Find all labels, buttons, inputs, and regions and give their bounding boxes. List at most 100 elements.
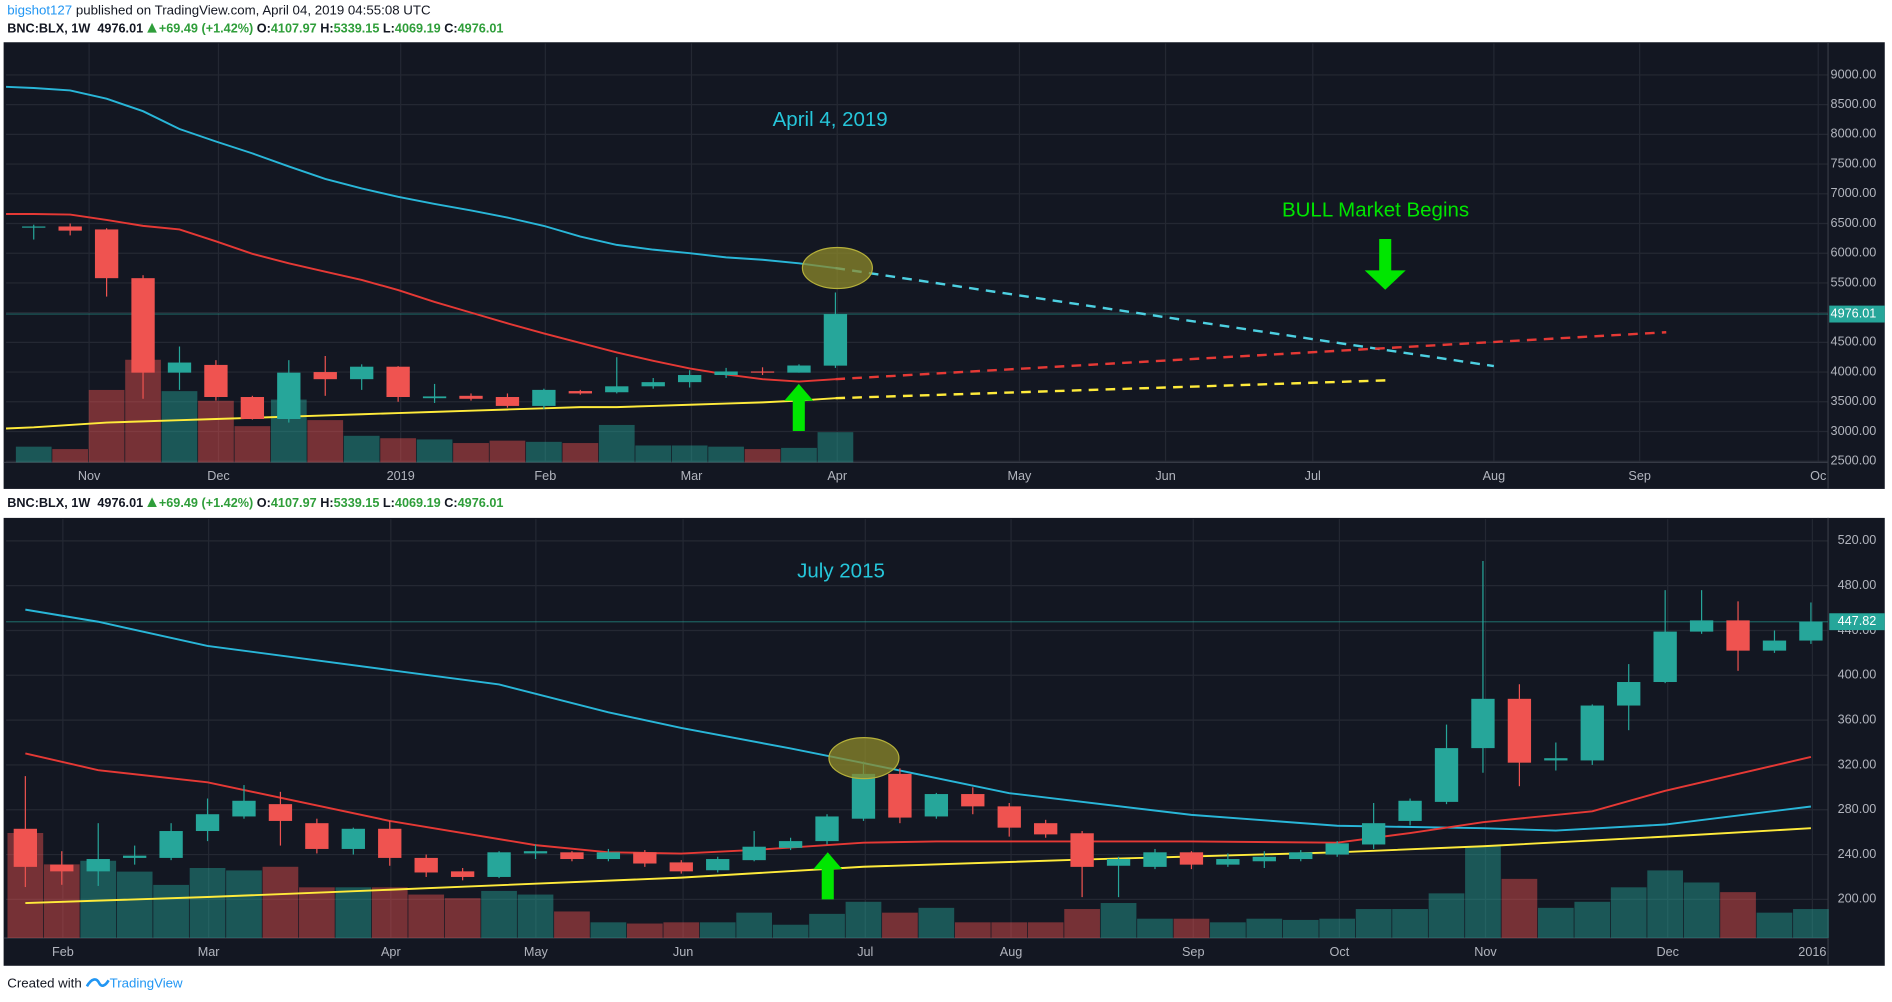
candle-body xyxy=(232,800,256,817)
candle-body xyxy=(888,773,912,818)
author[interactable]: bigshot127 xyxy=(7,3,73,19)
candle-body xyxy=(1143,852,1167,867)
x-tick-label: Jun xyxy=(673,945,693,959)
x-tick-label: Feb xyxy=(52,945,74,959)
volume-bar xyxy=(1173,918,1210,939)
projection-line xyxy=(835,266,1495,368)
close: 4976.01 xyxy=(457,21,504,37)
close-label: C: xyxy=(444,496,458,511)
up-icon xyxy=(146,497,157,508)
x-tick-label: Nov xyxy=(1474,945,1497,959)
candle-body xyxy=(1398,800,1422,821)
candle-body xyxy=(240,397,265,419)
candle-body xyxy=(1325,843,1349,855)
symbol: BNC:BLX, 1W xyxy=(7,21,91,37)
volume-bar xyxy=(453,443,489,463)
volume-bar xyxy=(153,884,189,939)
candle-body xyxy=(778,841,803,848)
volume-bar xyxy=(526,441,562,463)
volume-bar xyxy=(1319,918,1356,939)
candle-body xyxy=(742,846,766,861)
candle-body xyxy=(1580,705,1604,761)
x-tick-label: Apr xyxy=(381,945,401,959)
candle-body xyxy=(94,229,119,279)
x-tick-label: Mar xyxy=(198,945,220,959)
candle-body xyxy=(313,372,337,380)
candle-body xyxy=(195,814,220,832)
volume-bar xyxy=(1793,909,1829,939)
volume-bar xyxy=(1501,878,1538,939)
y-tick-label: 360.00 xyxy=(1838,712,1877,726)
last-price-label: 4976.01 xyxy=(1831,306,1877,320)
volume-bar xyxy=(371,887,408,939)
volume-bar xyxy=(116,871,153,939)
published: published on TradingView.com, April 04, … xyxy=(75,3,431,19)
volume-bar xyxy=(1574,901,1611,939)
footer: Created with TradingView xyxy=(7,975,182,991)
y-tick-label: 4500.00 xyxy=(1831,335,1877,349)
volume-bar xyxy=(744,449,781,463)
legend: BNC:BLX, 1W 4976.01 +69.49 (+1.42%) O:410… xyxy=(7,22,503,36)
annotation: April 4, 2019 xyxy=(773,108,888,131)
x-tick-label: Jul xyxy=(1305,469,1321,483)
candle-body xyxy=(50,864,74,872)
x-tick-label: Oct xyxy=(1330,945,1350,959)
candle-body xyxy=(677,375,702,383)
candle-body xyxy=(487,852,511,877)
candle-body xyxy=(669,862,693,872)
candle-body xyxy=(1252,856,1276,862)
candle-body xyxy=(13,828,38,867)
highlight xyxy=(801,246,873,290)
x-tick-label: Sep xyxy=(1182,945,1205,959)
volume-bar xyxy=(307,420,344,463)
volume-bar xyxy=(699,922,736,939)
x-tick-label: 2016 xyxy=(1798,945,1826,959)
brand[interactable]: TradingView xyxy=(109,976,183,992)
volume-bar xyxy=(517,894,554,939)
volume-bar xyxy=(226,870,262,939)
candle-body xyxy=(459,395,483,399)
candle-body xyxy=(1434,748,1459,802)
candle-body xyxy=(605,386,629,393)
volume-bar xyxy=(198,400,234,463)
volume-bar xyxy=(489,440,526,463)
volume-bar xyxy=(554,911,590,939)
candle-body xyxy=(532,389,556,406)
y-tick-label: 200.00 xyxy=(1838,892,1877,906)
close-label: C: xyxy=(444,21,458,37)
y-tick-label: 9000.00 xyxy=(1831,67,1877,81)
candle-body xyxy=(1507,698,1532,763)
volume-bar xyxy=(772,924,809,939)
candle-body xyxy=(378,828,402,858)
volume-bar xyxy=(817,432,854,463)
candle-body xyxy=(1653,631,1677,683)
candle-body xyxy=(823,314,848,366)
x-tick-label: Oc xyxy=(1810,469,1826,483)
volume-bar xyxy=(189,867,226,939)
volume-bar xyxy=(1465,846,1501,939)
candle-body xyxy=(414,857,438,873)
low-label: L: xyxy=(382,21,395,37)
y-tick-label: 400.00 xyxy=(1838,668,1877,682)
logo xyxy=(85,978,110,988)
candle-body xyxy=(1471,698,1495,749)
x-tick-label: 2019 xyxy=(387,469,415,483)
header: bigshot127 published on TradingView.com,… xyxy=(7,4,430,18)
up-arrow xyxy=(784,383,814,431)
volume-bar xyxy=(845,901,882,939)
projection-line xyxy=(835,331,1667,381)
candle-body xyxy=(568,391,592,394)
open: 4107.97 xyxy=(270,21,317,37)
volume-bar xyxy=(1100,903,1137,939)
legend: BNC:BLX, 1W 4976.01 +69.49 (+1.42%) O:410… xyxy=(7,496,503,510)
x-tick-label: Dec xyxy=(207,469,230,483)
high-label: H: xyxy=(320,496,334,511)
volume-bar xyxy=(262,866,299,939)
y-tick-label: 3500.00 xyxy=(1831,394,1877,408)
highlight xyxy=(828,737,900,780)
volume-bar xyxy=(52,449,89,463)
y-tick-label: 520.00 xyxy=(1838,533,1877,547)
candle-body xyxy=(1179,852,1204,865)
change: +69.49 (+1.42%) xyxy=(158,496,254,511)
